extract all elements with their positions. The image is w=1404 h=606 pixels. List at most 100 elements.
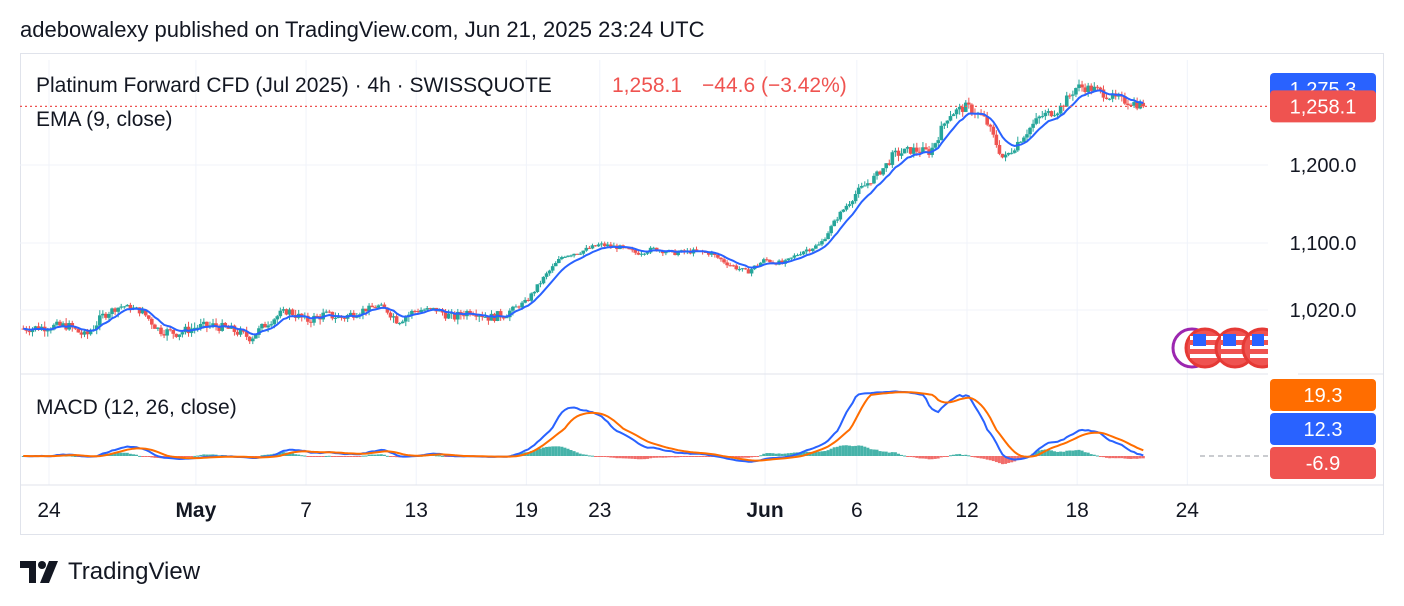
macd-badge-bg xyxy=(1270,379,1376,411)
macd-histogram-bar xyxy=(878,451,882,456)
macd-histogram-bar xyxy=(835,446,839,456)
candle-body xyxy=(722,259,726,263)
price-chart[interactable]: 1,020.0 1,100.0 1,200.0 1,275.31,258.1 19.… xyxy=(0,0,1404,540)
candle-body xyxy=(1046,111,1051,113)
macd-histogram-bar xyxy=(612,456,616,458)
candle-body xyxy=(174,333,179,337)
macd-histogram-bar xyxy=(1132,456,1136,459)
candle-body xyxy=(364,308,368,312)
ema-legend[interactable]: EMA (9, close) xyxy=(36,108,173,131)
macd-histogram-bar xyxy=(315,456,319,457)
candle-body xyxy=(119,306,124,308)
macd-histogram-bar xyxy=(208,454,212,456)
macd-histogram-bar xyxy=(1050,450,1053,456)
candle-body xyxy=(1009,152,1014,154)
macd-histogram-bar xyxy=(321,456,325,457)
candle-body xyxy=(850,201,855,205)
macd-histogram-bar xyxy=(997,456,1001,464)
candle-body xyxy=(844,205,849,210)
candle-body xyxy=(792,255,797,258)
chart-frame[interactable] xyxy=(20,53,1384,535)
candle-body xyxy=(431,307,436,309)
candle-body xyxy=(235,331,240,335)
candle-body xyxy=(232,325,237,332)
candle-body xyxy=(156,327,160,329)
macd-histogram-bar xyxy=(851,446,855,456)
candle-body xyxy=(137,307,142,314)
macd-histogram-bar xyxy=(330,456,334,457)
tradingview-logo-icon xyxy=(20,561,58,583)
macd-histogram-bar xyxy=(135,454,138,456)
event-icons[interactable] xyxy=(1171,320,1298,375)
candle-body xyxy=(835,219,840,221)
candle-body xyxy=(902,148,907,154)
macd-histogram-bar xyxy=(1135,456,1139,459)
candle-body xyxy=(985,116,989,125)
candle-body xyxy=(737,269,742,271)
candle-body xyxy=(413,310,417,312)
macd-histogram-bar xyxy=(897,453,900,456)
candle-body xyxy=(1132,102,1136,106)
candle-body xyxy=(272,319,277,325)
macd-badge: -6.9 xyxy=(1306,453,1340,475)
candle-body xyxy=(694,249,699,251)
macd-histogram-bar xyxy=(679,456,683,458)
candle-body xyxy=(324,311,329,313)
candle-body xyxy=(798,254,803,256)
macd-histogram-bar xyxy=(122,452,126,456)
candle-body xyxy=(1019,141,1023,143)
candle-body xyxy=(1080,84,1084,88)
macd-histogram-bar xyxy=(594,456,597,457)
time-tick-label: Jun xyxy=(746,499,783,522)
macd-histogram-bar xyxy=(636,456,640,460)
macd-histogram-bar xyxy=(906,456,910,457)
macd-histogram-bar xyxy=(783,453,787,456)
macd-histogram-bar xyxy=(1016,456,1020,461)
candle-body xyxy=(859,185,864,188)
macd-histogram-bar xyxy=(756,456,760,457)
macd-histogram-bar xyxy=(945,456,949,457)
tradingview-logo[interactable]: TradingView xyxy=(20,558,200,586)
macd-histogram-bar xyxy=(933,456,937,459)
candle-body xyxy=(508,310,512,318)
macd-histogram-bar xyxy=(646,456,649,459)
candle-body xyxy=(462,315,466,317)
macd-histogram-bar xyxy=(814,451,818,456)
price-axis: 1,020.0 1,100.0 1,200.0 xyxy=(1290,155,1357,322)
macd-histogram-bar xyxy=(291,453,295,456)
macd-histogram-bar xyxy=(799,452,802,456)
macd-histogram-bar xyxy=(1108,456,1112,459)
candle-body xyxy=(639,253,644,255)
candle-body xyxy=(520,302,524,308)
candle-body xyxy=(400,321,405,324)
macd-histogram-bar xyxy=(942,456,946,457)
candle-body xyxy=(486,316,491,321)
macd-histogram-bar xyxy=(199,454,203,456)
candle-body xyxy=(911,147,916,154)
macd-histogram-bar xyxy=(548,446,552,456)
macd-histogram-bar xyxy=(340,456,343,457)
candle-body xyxy=(967,102,971,105)
macd-histogram-bar xyxy=(591,455,594,457)
candle-body xyxy=(394,316,399,324)
candle-body xyxy=(446,313,451,319)
candle-body xyxy=(382,304,387,308)
macd-legend[interactable]: MACD (12, 26, close) xyxy=(36,396,237,419)
macd-histogram-bar xyxy=(670,456,674,458)
macd-histogram-bar xyxy=(554,446,558,456)
candle-body xyxy=(758,262,763,266)
macd-histogram-bar xyxy=(309,456,313,457)
candle-body xyxy=(719,257,723,260)
macd-histogram-bar xyxy=(673,456,677,458)
macd-histogram-bar xyxy=(441,455,444,457)
tradingview-wordmark: TradingView xyxy=(68,558,201,585)
macd-histogram-bar xyxy=(768,453,772,456)
macd-histogram-bar xyxy=(988,456,992,461)
macd-histogram-bar xyxy=(144,456,148,457)
candle-body xyxy=(994,134,999,146)
macd-histogram-bar xyxy=(597,456,601,457)
candle-body xyxy=(550,266,555,271)
candle-body xyxy=(327,311,332,313)
candle-body xyxy=(869,183,873,185)
macd-histogram-bar xyxy=(1086,452,1090,456)
